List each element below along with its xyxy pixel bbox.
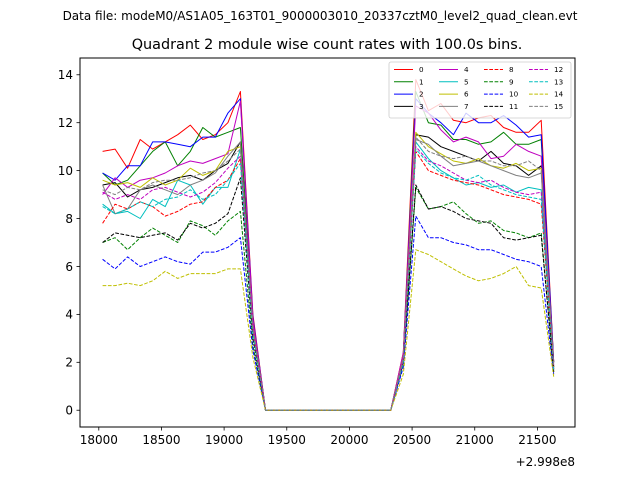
legend-box <box>388 61 572 119</box>
y-tick-label: 12 <box>58 116 73 130</box>
plot-area: 18000 18500 19000 19500 20000 20500 21000 21500… <box>58 57 576 469</box>
series-line-9 <box>102 186 555 411</box>
legend-label-8: 8 <box>509 65 514 74</box>
x-tick-label: 21500 <box>518 433 556 447</box>
legend-label-5: 5 <box>464 77 469 86</box>
y-axis: 0 2 4 6 8 10 12 14 <box>58 68 80 418</box>
y-tick-label: 0 <box>65 404 73 418</box>
legend-label-0: 0 <box>419 65 424 74</box>
x-axis: 18000 18500 19000 19500 20000 20500 21000 21500 <box>80 427 556 447</box>
legend-label-7: 7 <box>464 102 469 111</box>
legend-label-6: 6 <box>464 90 469 99</box>
x-tick-label: 20000 <box>330 433 368 447</box>
legend-label-15: 15 <box>554 102 563 111</box>
y-tick-label: 10 <box>58 164 73 178</box>
legend-label-3: 3 <box>419 102 424 111</box>
legend-label-1: 1 <box>419 77 424 86</box>
y-tick-label: 6 <box>65 260 73 274</box>
y-tick-label: 8 <box>65 212 73 226</box>
series-line-15 <box>102 136 555 411</box>
x-tick-label: 20500 <box>393 433 431 447</box>
series-layer <box>102 79 555 411</box>
x-tick-label: 18500 <box>142 433 180 447</box>
y-tick-label: 14 <box>58 68 73 82</box>
figure-suptitle: Data file: modeM0/AS1A05_163T01_90000030… <box>63 9 578 23</box>
legend-label-9: 9 <box>509 77 514 86</box>
axes-frame <box>79 57 576 428</box>
legend-label-13: 13 <box>554 77 563 86</box>
x-tick-label: 18000 <box>80 433 118 447</box>
x-axis-offset-label: +2.998e8 <box>516 455 575 469</box>
legend-label-10: 10 <box>509 90 519 99</box>
legend-label-11: 11 <box>509 102 518 111</box>
x-tick-label: 21000 <box>456 433 494 447</box>
y-tick-label: 2 <box>65 356 73 370</box>
y-tick-label: 4 <box>65 308 73 322</box>
legend-label-4: 4 <box>464 65 469 74</box>
x-tick-label: 19000 <box>205 433 243 447</box>
legend-label-14: 14 <box>554 90 564 99</box>
chart-title: Quadrant 2 module wise count rates with … <box>132 37 523 53</box>
legend-label-12: 12 <box>554 65 563 74</box>
legend-label-2: 2 <box>419 90 424 99</box>
x-tick-label: 19500 <box>268 433 306 447</box>
